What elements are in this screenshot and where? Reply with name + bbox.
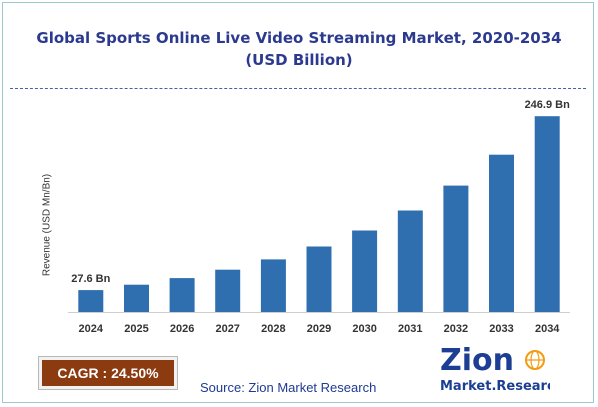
logo-globe-icon — [525, 350, 545, 370]
x-tick-label-2026: 2026 — [170, 323, 194, 335]
x-tick-label-2029: 2029 — [307, 323, 331, 335]
x-tick-label-2025: 2025 — [124, 323, 148, 335]
zion-logo: Zion Market.Research — [436, 340, 564, 396]
x-tick-label-2034: 2034 — [535, 323, 560, 335]
bar-2029 — [306, 246, 332, 312]
bar-2028 — [260, 259, 286, 312]
x-tick-label-2027: 2027 — [215, 323, 239, 335]
logo-tagline: Market.Research — [440, 379, 550, 394]
chart-title: Global Sports Online Live Video Streamin… — [0, 27, 598, 71]
chart-title-line1: Global Sports Online Live Video Streamin… — [36, 29, 562, 47]
x-tick-label-2024: 2024 — [79, 323, 104, 335]
x-tick-label-2032: 2032 — [444, 323, 468, 335]
bar-2026 — [169, 278, 195, 312]
source-note: Source: Zion Market Research — [200, 380, 377, 395]
bar-2030 — [352, 230, 378, 312]
bar-2033 — [489, 154, 514, 312]
bar-2024 — [78, 290, 104, 312]
title-divider — [10, 88, 586, 89]
bar-2027 — [215, 269, 241, 312]
x-tick-label-2028: 2028 — [261, 323, 285, 335]
bar-2034 — [534, 116, 560, 312]
logo-wordmark: Zion — [440, 343, 514, 378]
cagr-label: CAGR : 24.50% — [42, 360, 174, 386]
bar-2032 — [443, 185, 469, 312]
x-tick-label-2031: 2031 — [398, 323, 422, 335]
data-label-2034: 246.9 Bn — [525, 99, 571, 111]
x-tick-label-2030: 2030 — [352, 323, 376, 335]
data-label-2024: 27.6 Bn — [71, 273, 110, 285]
cagr-badge: CAGR : 24.50% — [38, 356, 178, 390]
x-tick-label-2033: 2033 — [489, 323, 513, 335]
bar-2031 — [397, 210, 423, 312]
bar-2025 — [124, 284, 149, 312]
chart-title-line2: (USD Billion) — [245, 51, 353, 69]
